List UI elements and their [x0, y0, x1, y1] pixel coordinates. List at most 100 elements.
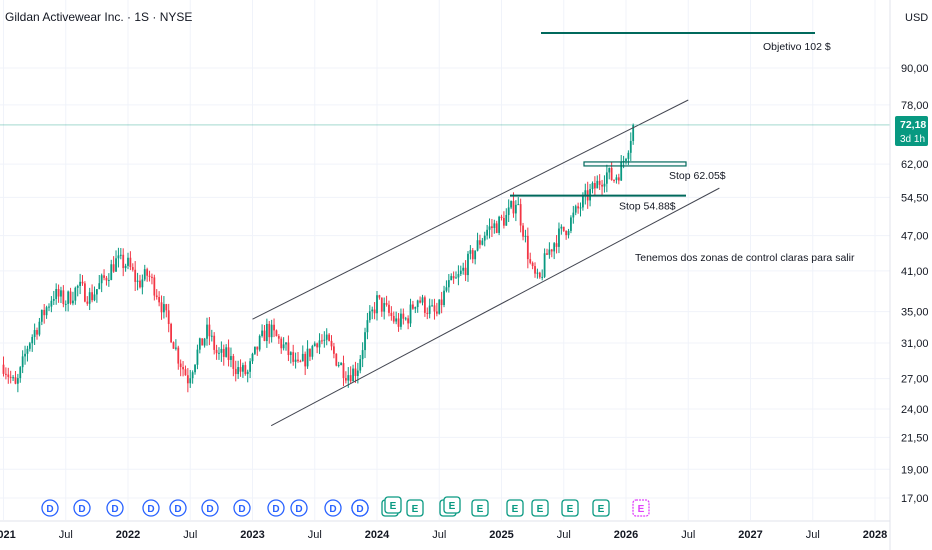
dividend-marker: D: [233, 499, 251, 517]
dividend-marker-circle: [351, 499, 369, 517]
candle-body: [72, 300, 74, 304]
earnings-marker-box: [384, 496, 402, 514]
candle-body: [582, 195, 584, 208]
earnings-marker-box: [506, 499, 524, 517]
candle-body: [270, 324, 273, 338]
candle-body: [246, 371, 249, 375]
candle-body: [613, 179, 615, 181]
candle-body: [423, 297, 426, 313]
x-axis: 2021 Jul 2022 Jul 2023 Jul 2024 Jul 2025 Jul 2026 J…: [0, 520, 890, 541]
candle-body: [141, 279, 144, 288]
candle-body: [388, 304, 390, 313]
candle-body: [412, 304, 414, 309]
candle-body: [373, 309, 376, 314]
candle-body: [28, 343, 31, 349]
stop-level-1-zone: [583, 161, 687, 167]
candle-body: [483, 235, 486, 241]
y-tick-label: 27,00: [901, 374, 929, 386]
candle-body: [383, 303, 386, 312]
candle-body: [335, 353, 338, 366]
candle-body: [354, 368, 357, 376]
channel-upper-line: [252, 99, 689, 320]
candle-body: [555, 243, 558, 247]
candle-body: [237, 367, 240, 375]
x-tick-label: 2025: [489, 529, 513, 541]
dividend-marker-circle: [142, 499, 160, 517]
candle-body: [208, 324, 211, 337]
candle-body: [531, 262, 534, 267]
candle-body: [455, 277, 457, 279]
candle-body: [409, 304, 412, 324]
candle-body: [172, 342, 175, 349]
candle-body: [603, 183, 606, 187]
candle-body: [541, 276, 544, 278]
candle-body: [364, 332, 366, 351]
candle-body: [203, 338, 206, 346]
dividend-marker-label: D: [295, 504, 302, 515]
x-tick-label: Jul: [557, 529, 571, 541]
candle-body: [242, 365, 244, 372]
candle-body: [347, 375, 350, 381]
candle-body: [481, 240, 484, 245]
candle-body: [227, 347, 230, 360]
dividend-marker-label: D: [329, 504, 336, 515]
candle-body: [311, 346, 314, 357]
candle-body: [392, 315, 395, 322]
candle-body: [21, 356, 24, 368]
candle-body: [400, 313, 402, 327]
candle-body: [198, 338, 201, 350]
earnings-marker: E: [531, 499, 549, 517]
candle-body: [546, 253, 548, 255]
candle-body: [474, 250, 477, 260]
candle-body: [502, 217, 505, 226]
stop-level-1-label: Stop 62.05$: [669, 170, 726, 182]
candle-body: [457, 274, 460, 278]
upcoming-earnings-label: E: [638, 504, 645, 515]
candle-body: [43, 309, 46, 316]
channel-lower-line: [270, 187, 720, 427]
candle-body: [605, 172, 608, 184]
last-price-value: 72,18: [900, 119, 926, 131]
chart-title: Gildan Activewear Inc. · 1S · NYSE: [5, 10, 192, 24]
candle-body: [213, 335, 216, 350]
candle-body: [627, 152, 630, 159]
candle-body: [98, 283, 101, 290]
candle-body: [297, 359, 299, 362]
currency-label[interactable]: USD: [905, 12, 928, 24]
candle-body: [498, 216, 501, 233]
earnings-marker-label: E: [598, 504, 605, 515]
candle-body: [495, 223, 498, 233]
candle-body: [447, 280, 450, 288]
candle-body: [143, 269, 146, 280]
candle-body: [153, 277, 156, 296]
candle-body: [404, 318, 407, 320]
candle-body: [517, 204, 520, 206]
candle-body: [349, 375, 352, 382]
candle-body: [45, 307, 48, 316]
candle-body: [359, 359, 362, 371]
earnings-marker-label: E: [390, 501, 397, 512]
candle-body: [186, 375, 189, 384]
candle-body: [416, 300, 419, 308]
candle-body: [194, 364, 196, 373]
x-tick-label: 2027: [738, 529, 762, 541]
candle-body: [304, 353, 307, 367]
candle-body: [376, 295, 378, 314]
candle-body: [179, 363, 182, 368]
y-tick-label: 54,50: [901, 192, 929, 204]
dividend-marker-label: D: [356, 504, 363, 515]
candle-body: [282, 344, 285, 349]
dividend-marker-label: D: [272, 504, 279, 515]
earnings-marker-box: [561, 499, 579, 517]
dividend-marker-label: D: [174, 504, 181, 515]
candle-body: [131, 267, 134, 270]
candle-body: [136, 280, 139, 282]
candle-body: [548, 249, 551, 255]
candle-body: [81, 281, 84, 284]
candle-body: [225, 347, 228, 357]
candle-body: [52, 299, 55, 301]
candle-body: [122, 254, 125, 269]
candle-body: [36, 330, 38, 335]
candle-body: [249, 361, 252, 372]
